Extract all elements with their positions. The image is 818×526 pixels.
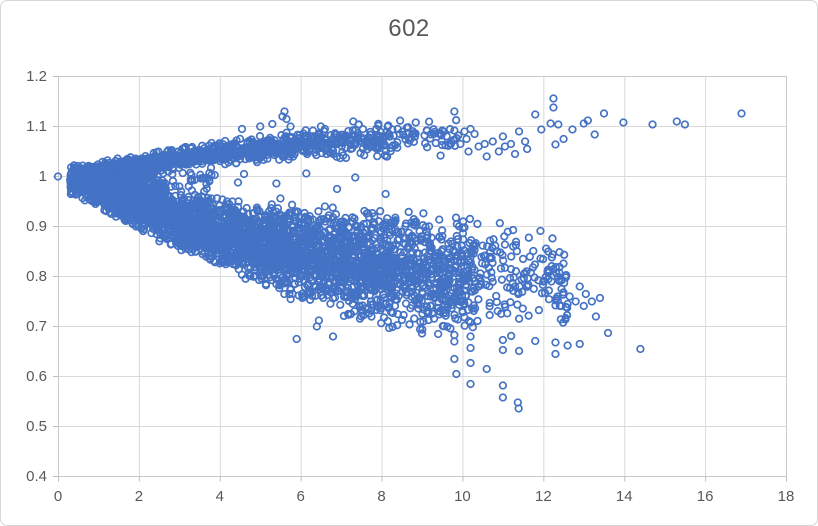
chart-container[interactable]: 602 0246810121416181.21.110.90.80.70.60.… bbox=[0, 0, 818, 526]
scatter-plot-canvas bbox=[1, 1, 817, 525]
